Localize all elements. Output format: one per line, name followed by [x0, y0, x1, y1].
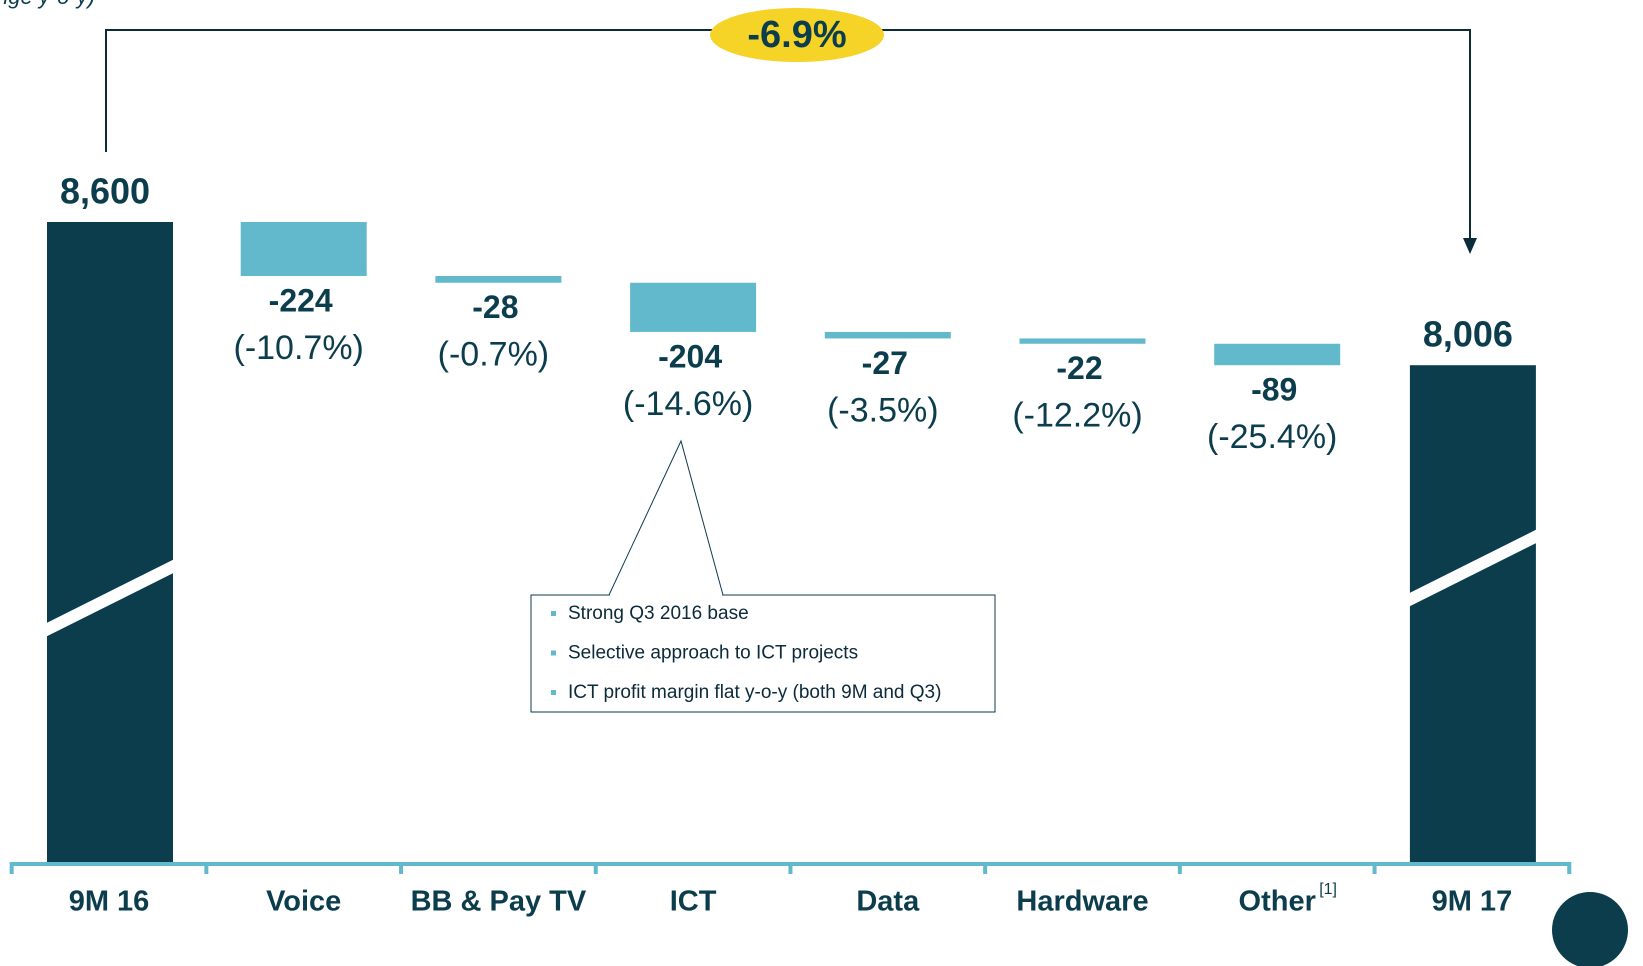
value-label: -27 [862, 345, 908, 381]
delta-bar [824, 331, 951, 339]
callout [530, 439, 996, 713]
change-label: (-0.7%) [438, 336, 549, 374]
value-label: -89 [1251, 372, 1297, 408]
bullet [551, 611, 556, 616]
value-label: 8,600 [60, 171, 150, 212]
total-bar [47, 222, 173, 862]
callout-box [530, 594, 996, 713]
change-label: (-3.5%) [827, 391, 938, 429]
x-tick-label: Voice [266, 886, 341, 918]
bullet [551, 690, 556, 695]
axis-break [1404, 529, 1542, 607]
overall-change: -6.9% [747, 14, 846, 56]
total-bar [1409, 365, 1536, 862]
value-label: -28 [472, 289, 518, 325]
callout-item: Selective approach to ICT projects [568, 643, 858, 664]
callout-pointer [608, 439, 724, 596]
x-tick-label: 9M 16 [69, 886, 150, 918]
delta-bar [630, 282, 757, 332]
x-tick-label: 9M 17 [1432, 886, 1513, 918]
x-tick-label: Data [856, 886, 920, 918]
callout-item: ICT profit margin flat y-o-y (both 9M an… [568, 682, 941, 703]
change-badge [710, 8, 884, 62]
x-tick-label: Hardware [1016, 886, 1148, 918]
value-label: -224 [269, 282, 333, 318]
value-label: -204 [658, 338, 722, 374]
axis-break [41, 559, 179, 637]
delta-bar [435, 276, 562, 283]
category-superscript: [1] [1319, 881, 1337, 898]
logo-fragment [1552, 892, 1628, 966]
delta-bar [1019, 338, 1146, 344]
x-tick-label: BB & Pay TV [411, 886, 587, 918]
delta-bar [1214, 343, 1341, 366]
x-tick-label: Other [1239, 886, 1316, 918]
value-label: 8,006 [1423, 314, 1513, 355]
subtitle: nge y-o-y) [0, 0, 95, 9]
change-label: (-14.6%) [623, 385, 753, 423]
arrow-head [1463, 238, 1477, 254]
change-label: (-25.4%) [1207, 418, 1337, 456]
bullet [551, 650, 556, 656]
value-label: -22 [1056, 350, 1102, 386]
delta-bar [240, 222, 367, 277]
change-label: (-12.2%) [1012, 397, 1142, 435]
callout-item: Strong Q3 2016 base [568, 603, 749, 624]
change-label: (-10.7%) [234, 329, 364, 367]
x-tick-label: ICT [670, 886, 717, 918]
